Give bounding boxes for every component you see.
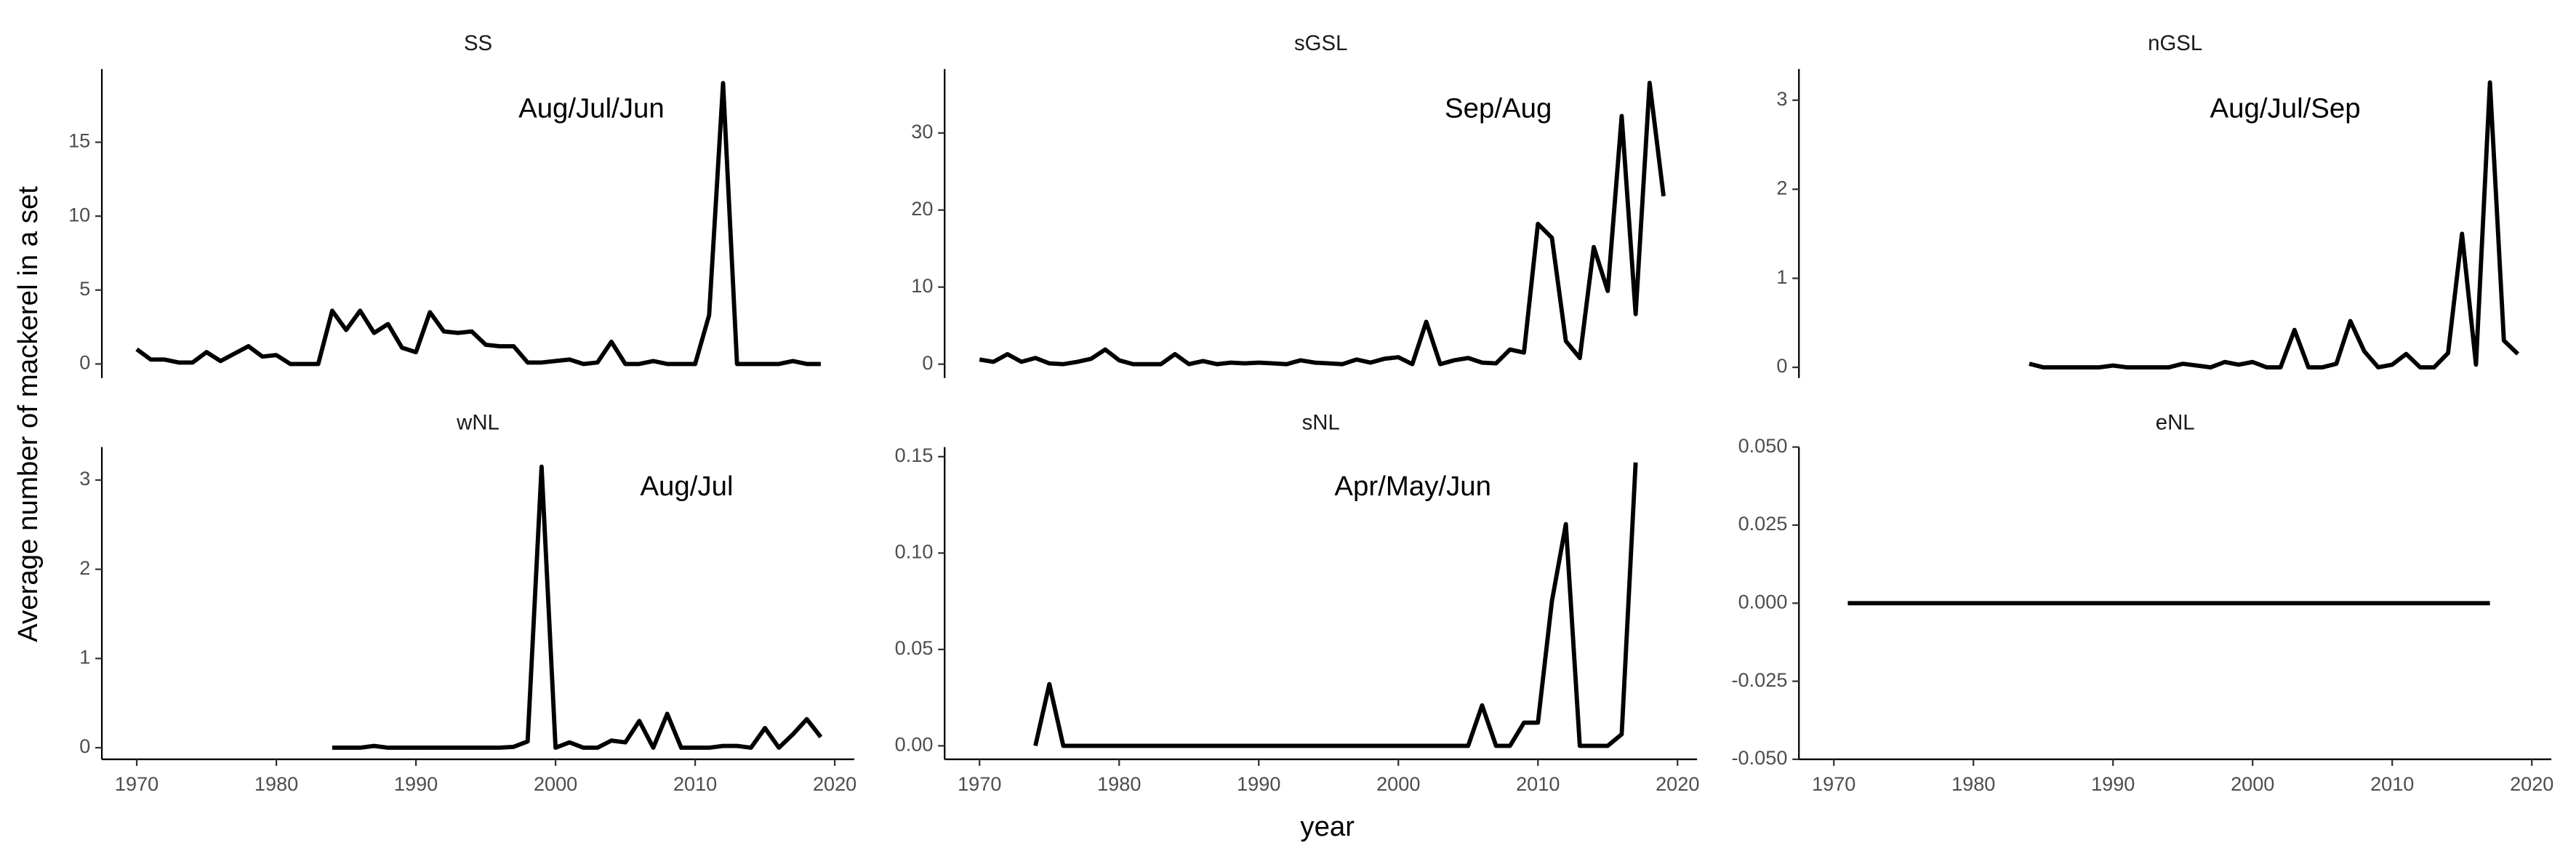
panel-title: sGSL [1294, 31, 1347, 55]
annotation: Apr/May/Jun [1334, 471, 1491, 502]
y-tick-label: 0.10 [895, 540, 934, 563]
x-tick-label: 1970 [958, 772, 1001, 795]
panel-title: eNL [2156, 411, 2195, 435]
x-axis-title: year [1300, 811, 1355, 842]
y-tick-label: 10 [68, 203, 90, 225]
y-tick-label: 0.025 [1738, 512, 1788, 535]
y-tick-label: 3 [79, 467, 90, 490]
y-tick-label: 0.15 [895, 444, 934, 466]
y-tick-label: 30 [911, 120, 933, 143]
x-tick-label: 1970 [115, 772, 159, 795]
x-tick-label: 2020 [1656, 772, 1699, 795]
y-tick-label: 0.00 [895, 733, 934, 756]
y-tick-label: -0.050 [1732, 746, 1788, 769]
x-tick-label: 1980 [1097, 772, 1141, 795]
x-tick-label: 2010 [673, 772, 717, 795]
data-line [2029, 80, 2520, 369]
y-tick-label: 0 [1776, 354, 1787, 377]
x-tick-label: 1980 [254, 772, 298, 795]
y-tick-label: 5 [79, 277, 90, 300]
y-tick-label: 2 [79, 556, 90, 579]
annotation: Aug/Jul/Jun [518, 93, 665, 124]
y-tick-label: 20 [911, 197, 933, 220]
x-tick-label: 2000 [1376, 772, 1420, 795]
x-tick-label: 2020 [2510, 772, 2553, 795]
panel-title: wNL [456, 411, 499, 435]
y-tick-label: 0.05 [895, 636, 934, 659]
y-tick-label: 2 [1776, 176, 1787, 199]
data-line [1033, 462, 1638, 748]
data-line [135, 81, 821, 367]
annotation: Sep/Aug [1445, 93, 1552, 124]
panel-title: SS [464, 31, 492, 55]
y-tick-label: 1 [79, 645, 90, 668]
x-tick-label: 2010 [1516, 772, 1560, 795]
y-tick-label: 3 [1776, 87, 1787, 110]
y-tick-label: 1 [1776, 265, 1787, 288]
x-tick-label: 2000 [534, 772, 577, 795]
y-tick-label: 0 [79, 735, 90, 757]
y-tick-label: 0 [922, 351, 933, 374]
x-tick-label: 1980 [1951, 772, 1995, 795]
data-line [332, 464, 823, 750]
x-tick-label: 2020 [813, 772, 856, 795]
panel-title: nGSL [2148, 31, 2202, 55]
y-axis-title: Average number of mackerel in a set [12, 186, 44, 642]
x-tick-label: 1970 [1812, 772, 1855, 795]
annotation: Aug/Jul/Sep [2210, 93, 2361, 124]
y-tick-label: 0.000 [1738, 590, 1788, 612]
x-tick-label: 1990 [394, 772, 438, 795]
y-tick-label: 0 [79, 351, 90, 374]
annotation: Aug/Jul [640, 471, 733, 502]
y-tick-label: -0.025 [1732, 668, 1788, 691]
x-tick-label: 1990 [2091, 772, 2135, 795]
x-tick-label: 1990 [1237, 772, 1280, 795]
y-tick-label: 0.050 [1738, 434, 1788, 457]
panel-title: sNL [1302, 411, 1340, 435]
data-line [979, 81, 1666, 367]
x-tick-label: 2000 [2231, 772, 2274, 795]
y-tick-label: 15 [68, 129, 90, 152]
x-tick-label: 2010 [2370, 772, 2414, 795]
y-tick-label: 10 [911, 274, 933, 297]
